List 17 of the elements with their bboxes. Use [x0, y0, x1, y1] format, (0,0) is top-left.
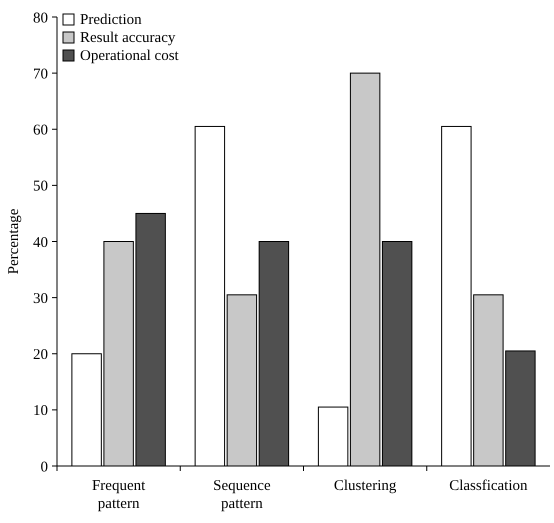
- legend-label: Operational cost: [80, 48, 180, 64]
- x-tick-label: Sequence pattern: [213, 478, 271, 512]
- y-tick-label: 10: [33, 403, 48, 420]
- legend-label: Prediction: [80, 12, 142, 28]
- y-tick-label: 0: [40, 459, 48, 476]
- y-axis-title: Percentage: [6, 208, 22, 274]
- y-tick-label: 50: [33, 178, 48, 195]
- y-tick-label: 40: [33, 234, 48, 251]
- legend-label: Result accuracy: [80, 30, 176, 46]
- y-tick-label: 60: [33, 122, 48, 138]
- x-tick-label: Classfication: [449, 478, 528, 494]
- x-tick-label: Frequent pattern: [92, 478, 146, 512]
- x-tick-label: Clustering: [334, 478, 397, 494]
- y-tick-label: 30: [33, 290, 48, 307]
- y-tick-label: 80: [33, 10, 48, 26]
- y-tick-label: 20: [33, 347, 48, 363]
- y-tick-label: 70: [33, 66, 48, 82]
